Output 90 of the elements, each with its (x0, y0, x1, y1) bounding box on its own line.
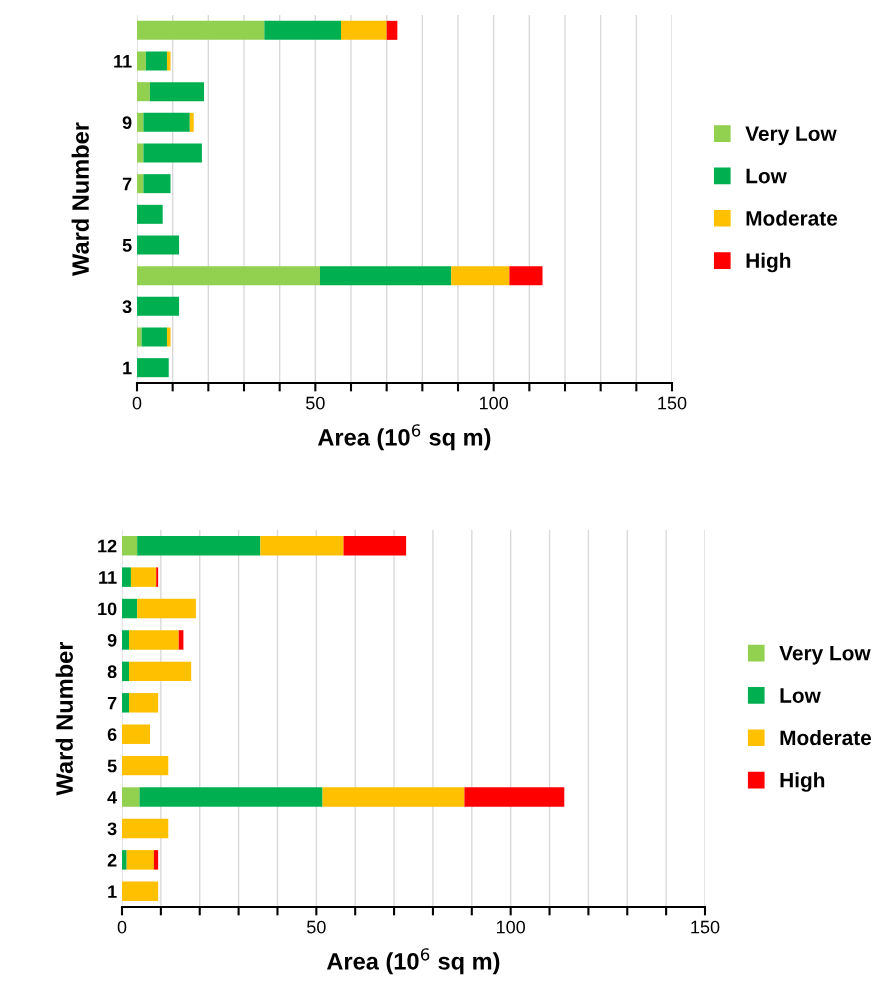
x-tick-label: 150 (691, 920, 720, 934)
bar (129, 661, 192, 682)
y-tick-label: 7 (122, 177, 132, 191)
bar (143, 174, 171, 194)
y-axis-title: Ward Number (55, 641, 73, 796)
bar (137, 358, 169, 378)
x-tick-label: 100 (479, 396, 509, 410)
y-tick-label: 2 (107, 853, 117, 867)
y-tick-label: 3 (122, 300, 132, 314)
x-tick-label: 0 (117, 920, 127, 934)
bar (260, 535, 344, 556)
bar (143, 143, 202, 163)
x-tick-label: 50 (306, 396, 325, 410)
legend-label: High (746, 252, 791, 273)
bar (122, 755, 169, 776)
bar (137, 20, 265, 40)
legend-label: Low (780, 688, 821, 703)
legend-label: High (780, 772, 825, 792)
legend-label: Very Low (745, 126, 837, 146)
bar (137, 296, 180, 316)
bar (137, 204, 163, 224)
bar (319, 266, 452, 286)
bar (126, 850, 154, 870)
bar (264, 20, 342, 40)
bar (464, 787, 565, 807)
bar (153, 850, 159, 870)
bar (122, 850, 127, 870)
y-tick-label: 5 (107, 759, 117, 773)
bar (137, 174, 144, 194)
bar (189, 112, 194, 132)
bar (341, 20, 387, 40)
bar (137, 51, 146, 71)
bar (122, 661, 129, 682)
bar (129, 693, 159, 713)
y-tick-label: 3 (107, 822, 117, 836)
bar (137, 598, 196, 619)
bar (149, 82, 205, 102)
x-tick-label: 100 (496, 920, 526, 934)
bar (122, 693, 129, 713)
bar (122, 535, 138, 556)
legend-label: Moderate (780, 729, 872, 746)
bar (122, 630, 129, 650)
bar (141, 327, 167, 347)
bar (122, 724, 150, 744)
bar (122, 818, 169, 839)
y-tick-label: 4 (107, 791, 118, 804)
x-tick-label: 150 (658, 396, 687, 410)
bar (137, 112, 144, 132)
y-tick-label: 7 (107, 696, 117, 710)
bar (137, 82, 150, 102)
bar (137, 327, 142, 347)
bar (137, 235, 180, 255)
bar (137, 535, 261, 556)
x-axis-title: Area (10$^{6}$ sq m) (326, 948, 500, 975)
legend-label: Moderate (746, 210, 838, 226)
bar (143, 112, 190, 132)
y-tick-label: 5 (122, 239, 132, 252)
y-tick-label: 8 (107, 665, 117, 679)
x-tick-label: 0 (132, 396, 142, 410)
bar (122, 567, 131, 587)
legend-label: Very Low (779, 646, 871, 665)
bar (509, 266, 543, 286)
y-tick-label: 12 (98, 539, 117, 553)
bar (137, 143, 144, 163)
bar (166, 51, 171, 71)
bar (386, 20, 398, 40)
y-tick-label: 6 (107, 728, 117, 741)
bar (139, 787, 323, 807)
y-tick-label: 9 (107, 633, 117, 647)
x-axis-title: Area (10$^{6}$ sq m) (317, 424, 491, 451)
bar (122, 598, 138, 619)
bar (129, 630, 179, 650)
bar (343, 535, 407, 556)
bar (322, 787, 465, 807)
y-tick-label: 11 (99, 571, 117, 584)
bar (137, 266, 320, 286)
y-axis-title: Ward Number (71, 122, 89, 276)
y-tick-label: 10 (98, 602, 117, 616)
bar (130, 567, 157, 587)
y-tick-label: 1 (123, 361, 132, 375)
legend-label: Low (746, 168, 787, 184)
x-tick-label: 50 (307, 920, 326, 934)
bar (451, 266, 510, 286)
y-tick-label: 9 (122, 116, 132, 130)
bar (122, 787, 140, 807)
bar (122, 881, 159, 902)
bar (145, 51, 167, 71)
bar (166, 327, 171, 347)
y-tick-label: 1 (108, 885, 117, 898)
y-tick-label: 11 (114, 55, 132, 68)
